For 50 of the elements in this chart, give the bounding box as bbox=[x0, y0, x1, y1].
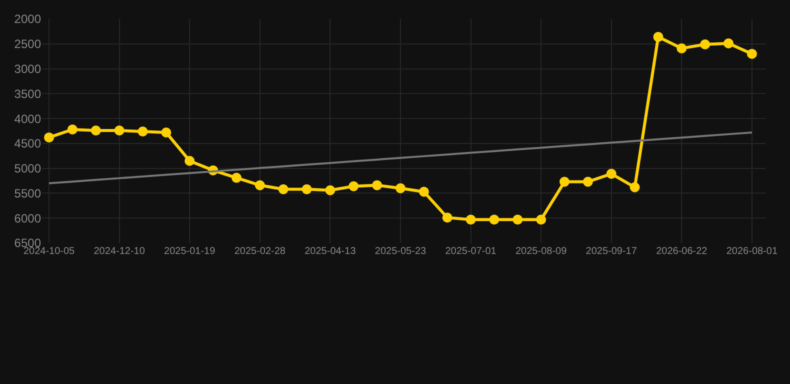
point bbox=[560, 176, 570, 187]
y-tick-label: 3000 bbox=[14, 62, 42, 76]
point bbox=[489, 214, 500, 225]
point bbox=[418, 186, 429, 197]
point bbox=[302, 184, 312, 194]
y-tick-label: 4500 bbox=[14, 136, 42, 151]
point bbox=[466, 214, 476, 225]
x-tick-label: 2024-12-10 bbox=[94, 246, 146, 257]
y-tick-label: 2000 bbox=[14, 12, 42, 26]
y-tick-label: 6000 bbox=[14, 211, 42, 226]
point bbox=[442, 212, 452, 223]
point bbox=[724, 38, 734, 48]
point bbox=[184, 156, 195, 166]
y-tick-label: 5500 bbox=[14, 186, 42, 200]
x-tick-label: 2025-05-23 bbox=[374, 246, 427, 257]
point bbox=[161, 127, 172, 138]
y-tick-label: 3500 bbox=[14, 86, 42, 101]
point bbox=[630, 182, 640, 192]
y-tick-label: 2500 bbox=[14, 37, 42, 52]
point bbox=[90, 126, 101, 136]
point bbox=[231, 172, 242, 183]
x-tick-label: 2026-08-01 bbox=[726, 246, 778, 257]
y-tick-label: 4000 bbox=[14, 112, 42, 126]
point bbox=[582, 176, 593, 187]
point bbox=[325, 185, 336, 196]
line-series bbox=[48, 131, 753, 184]
x-tick-label: 2025-04-13 bbox=[304, 246, 356, 257]
point bbox=[512, 214, 523, 225]
point bbox=[606, 168, 616, 179]
point bbox=[114, 126, 124, 136]
point bbox=[676, 43, 687, 54]
point bbox=[348, 181, 359, 192]
point bbox=[138, 126, 148, 136]
point bbox=[700, 39, 710, 50]
x-tick-label: 2025-07-01 bbox=[445, 246, 497, 257]
x-tick-label: 2025-08-09 bbox=[515, 246, 568, 257]
x-tick-label: 2025-02-28 bbox=[234, 246, 286, 257]
y-tick-label: 5000 bbox=[14, 162, 42, 176]
x-tick-label: 2025-09-17 bbox=[586, 246, 638, 257]
x-tick-label: 2026-06-22 bbox=[656, 246, 708, 257]
point bbox=[395, 183, 406, 194]
point bbox=[536, 214, 546, 225]
point bbox=[746, 48, 757, 59]
point bbox=[44, 132, 54, 142]
x-tick-label: 2025-01-19 bbox=[164, 246, 216, 257]
point bbox=[372, 180, 382, 190]
point bbox=[67, 124, 78, 135]
point bbox=[278, 184, 288, 194]
point bbox=[254, 180, 265, 190]
point bbox=[653, 32, 664, 42]
